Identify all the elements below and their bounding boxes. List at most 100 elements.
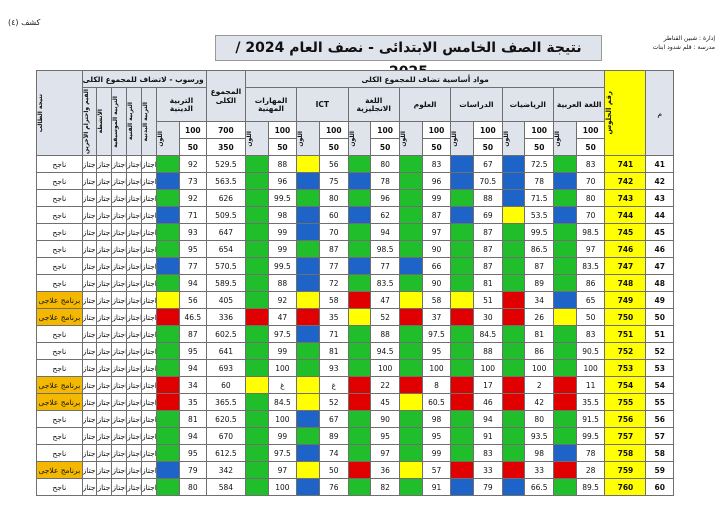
color-swatch	[155, 172, 180, 190]
subject-mark: 100	[267, 359, 298, 377]
color-swatch	[501, 240, 526, 258]
color-swatch	[244, 359, 269, 377]
subject-mark: 99.5	[575, 427, 606, 445]
total-header: المجموع الكلى	[206, 70, 246, 122]
color-swatch	[450, 342, 475, 360]
passed-status: اجتاز	[81, 257, 98, 275]
color-swatch	[347, 257, 372, 275]
passed-status: اجتاز	[81, 427, 98, 445]
color-swatch	[552, 325, 577, 343]
seat-number: 742	[604, 172, 647, 190]
color-swatch	[450, 274, 475, 292]
passed-status: اجتاز	[111, 223, 128, 241]
passed-status: اجتاز	[96, 291, 113, 309]
subject-mark: 47	[267, 308, 298, 326]
subject-mark: 96	[370, 189, 400, 207]
subject-mark: 96	[421, 172, 452, 190]
color-swatch	[347, 291, 372, 309]
color-swatch	[398, 291, 423, 309]
subject-mark: 82	[370, 478, 400, 496]
color-swatch	[296, 291, 320, 309]
subject-mark: 58	[421, 291, 452, 309]
religion-mark: 95	[178, 240, 208, 258]
subject-mark: 99.5	[267, 257, 298, 275]
passed-status: اجتاز	[96, 223, 113, 241]
color-swatch	[155, 223, 180, 241]
passed-status: اجتاز	[140, 274, 157, 292]
passed-status: اجتاز	[111, 325, 128, 343]
student-result: ناجح	[36, 274, 83, 292]
total-mark: 509.5	[206, 206, 246, 224]
color-swatch	[398, 427, 423, 445]
subject-mark: 83	[575, 155, 606, 173]
passed-status: اجتاز	[111, 155, 128, 173]
color-swatch	[244, 223, 269, 241]
color-swatch	[501, 461, 526, 479]
extra-subject-header: التربية الفنية	[126, 87, 142, 156]
subject-mark: 98	[524, 444, 554, 462]
subject-mark: 88	[473, 342, 503, 360]
subject-mark: غ	[267, 376, 298, 394]
passed-status: اجتاز	[140, 172, 157, 190]
passed-status: اجتاز	[96, 240, 113, 258]
student-result: برنامج علاجى	[36, 376, 83, 394]
passed-status: اجتاز	[96, 444, 113, 462]
color-swatch	[155, 257, 180, 275]
subject-mark: 99	[421, 189, 452, 207]
color-swatch	[347, 393, 372, 411]
page-title: نتيجة الصف الخامس الابتدائى - نصف العام …	[215, 35, 602, 80]
color-swatch	[296, 172, 320, 190]
subject-mark: 35.5	[575, 393, 606, 411]
passed-status: اجتاز	[111, 359, 128, 377]
passed-status: اجتاز	[81, 240, 98, 258]
subject-mark: 66.5	[524, 478, 554, 496]
total-mark: 570.5	[206, 257, 246, 275]
color-swatch	[450, 410, 475, 428]
subject-mark: 97	[267, 461, 298, 479]
result-header: نتيجة الطالب	[36, 70, 83, 156]
color-label: اللون	[398, 121, 423, 156]
passed-status: اجتاز	[140, 393, 157, 411]
passed-status: اجتاز	[111, 206, 128, 224]
passed-status: اجتاز	[111, 257, 128, 275]
table-row: ناجح اجتاز اجتاز اجتاز اجتاز اجتاز 95 641 99 81 94…	[36, 342, 674, 360]
color-swatch	[347, 172, 372, 190]
total-mark: 60	[206, 376, 246, 394]
color-swatch	[155, 189, 180, 207]
subject-mark: 98	[421, 410, 452, 428]
passed-status: اجتاز	[111, 274, 128, 292]
passed-status: اجتاز	[81, 155, 98, 173]
color-swatch	[501, 274, 526, 292]
subject-mark: 97	[421, 223, 452, 241]
seat-number: 751	[604, 325, 647, 343]
religion-mark: 46.5	[178, 308, 208, 326]
passed-status: اجتاز	[111, 342, 128, 360]
subject-mark: 77	[370, 257, 400, 275]
passed-status: اجتاز	[126, 308, 142, 326]
row-index: 43	[645, 189, 674, 207]
subject-mark: 70	[319, 223, 349, 241]
color-swatch	[244, 257, 269, 275]
color-swatch	[552, 172, 577, 190]
passed-status: اجتاز	[111, 478, 128, 496]
student-result: ناجح	[36, 257, 83, 275]
religion-mark: 56	[178, 291, 208, 309]
color-swatch	[296, 444, 320, 462]
color-swatch	[501, 427, 526, 445]
row-index: 56	[645, 410, 674, 428]
subject-mark: 57	[421, 461, 452, 479]
color-swatch	[501, 359, 526, 377]
color-swatch	[296, 155, 320, 173]
subject-mark: 99	[267, 342, 298, 360]
color-swatch	[552, 223, 577, 241]
color-swatch	[501, 172, 526, 190]
student-result: ناجح	[36, 427, 83, 445]
passed-status: اجتاز	[140, 444, 157, 462]
table-row: ناجح اجتاز اجتاز اجتاز اجتاز اجتاز 80 584 100 76 8…	[36, 478, 674, 496]
row-index: 50	[645, 308, 674, 326]
subject-mark: 92	[267, 291, 298, 309]
subject-mark: 51	[473, 291, 503, 309]
subject-mark: 97	[370, 444, 400, 462]
extra-subject-header: الأنشطة	[96, 87, 113, 156]
subject-mark: 62	[370, 206, 400, 224]
